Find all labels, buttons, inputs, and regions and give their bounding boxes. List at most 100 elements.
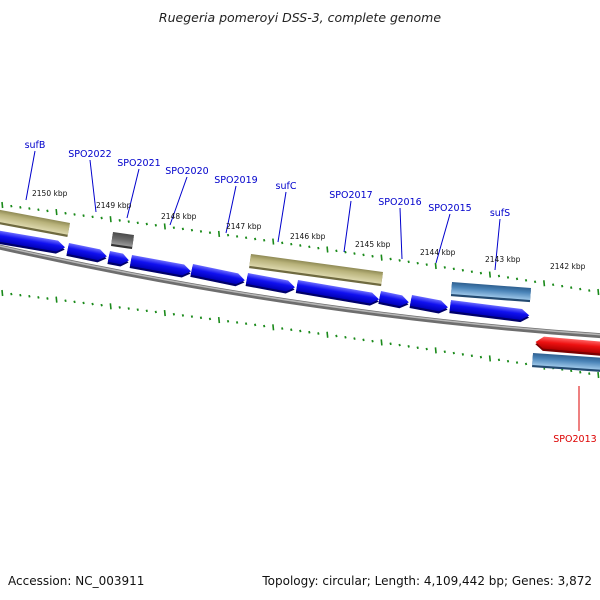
minor-tick	[515, 277, 519, 281]
minor-tick	[317, 246, 320, 250]
minor-tick	[416, 261, 419, 265]
minor-tick	[470, 354, 474, 358]
major-tick	[488, 355, 492, 362]
accession-text: Accession: NC_003911	[8, 574, 145, 588]
gene-label[interactable]: SPO2019	[214, 175, 257, 186]
minor-tick	[479, 271, 483, 275]
minor-tick	[145, 222, 148, 226]
minor-tick	[172, 312, 176, 316]
leader-line	[169, 176, 188, 226]
kbp-label: 2143 kbp	[485, 255, 521, 264]
minor-tick	[299, 244, 302, 247]
minor-tick	[181, 227, 185, 231]
minor-tick	[362, 253, 365, 257]
minor-tick	[64, 299, 67, 303]
minor-tick	[263, 324, 266, 328]
gene-label[interactable]: SPO2021	[117, 158, 160, 169]
major-tick	[1, 289, 4, 297]
major-tick	[380, 339, 383, 346]
minor-tick	[82, 214, 85, 217]
major-tick	[326, 246, 329, 253]
minor-tick	[100, 303, 103, 307]
minor-tick	[353, 337, 356, 340]
gene-label[interactable]: SPO2017	[329, 190, 372, 201]
major-tick	[55, 208, 58, 216]
feature-SPO2013-region-body	[532, 353, 600, 370]
gene-label[interactable]: sufB	[25, 140, 46, 151]
minor-tick	[127, 307, 130, 310]
major-tick	[597, 288, 600, 296]
gene-label[interactable]: SPO2022	[68, 149, 111, 160]
minor-tick	[443, 350, 446, 354]
gene-label[interactable]: sufC	[276, 181, 297, 192]
leader-line	[435, 213, 451, 264]
major-tick	[597, 371, 600, 379]
major-tick	[217, 230, 221, 237]
cds-SPO2015-body	[409, 295, 448, 312]
minor-tick	[290, 242, 293, 246]
minor-tick	[524, 279, 528, 282]
kbp-labels: 2150 kbp 2149 kbp 2148 kbp 2147 kbp 2146 kbp…	[32, 189, 586, 271]
cds-sufB-body	[0, 229, 66, 252]
minor-tick	[398, 343, 401, 347]
major-tick	[109, 303, 112, 310]
minor-tick	[73, 300, 76, 304]
leader-line	[25, 150, 36, 201]
major-tick	[543, 280, 546, 287]
major-tick	[434, 262, 437, 270]
minor-tick	[524, 362, 528, 366]
genome-backbone-highlight	[0, 245, 600, 336]
minor-tick	[100, 216, 103, 220]
major-tick	[434, 347, 437, 354]
outer-tick-track	[1, 201, 600, 296]
leader-line	[277, 191, 287, 243]
minor-tick	[244, 236, 248, 240]
kbp-label: 2148 kbp	[161, 212, 197, 221]
gene-label[interactable]: SPO2013	[553, 434, 596, 445]
major-tick	[163, 310, 166, 317]
minor-tick	[452, 351, 455, 355]
major-tick	[488, 271, 492, 278]
kbp-label: 2145 kbp	[355, 240, 391, 249]
inner-tick-track	[1, 289, 600, 379]
leader-line	[343, 200, 352, 253]
gene-label[interactable]: SPO2016	[378, 197, 421, 208]
cds-SPO2017	[295, 280, 380, 306]
gene-labels: sufB SPO2022 SPO2021 SPO2020 SPO2019 sufC SPO2…	[25, 140, 597, 445]
minor-tick	[244, 322, 248, 326]
minor-tick	[154, 310, 157, 314]
minor-tick	[299, 329, 302, 333]
minor-tick	[208, 317, 212, 321]
feature-SPO2021-region-body	[111, 232, 134, 247]
gene-label[interactable]: SPO2020	[165, 166, 208, 177]
minor-tick	[425, 263, 428, 266]
minor-tick	[470, 270, 474, 274]
kbp-label: 2146 kbp	[290, 232, 326, 241]
position-ticks	[1, 201, 600, 379]
minor-tick	[10, 292, 13, 296]
cds-SPO2020-body	[130, 255, 192, 276]
minor-tick	[190, 315, 194, 318]
feature-sufB-region-body	[0, 208, 70, 235]
minor-tick	[19, 293, 22, 297]
minor-tick	[28, 207, 31, 210]
major-tick	[326, 331, 329, 338]
major-tick	[380, 254, 383, 261]
minor-tick	[263, 238, 266, 242]
feature-sufC-region	[249, 254, 384, 287]
gene-label[interactable]: SPO2015	[428, 203, 471, 214]
minor-tick	[588, 289, 591, 292]
minor-tick	[533, 280, 537, 284]
gene-label[interactable]: sufS	[490, 208, 510, 219]
minor-tick	[91, 215, 94, 219]
minor-tick	[28, 294, 31, 298]
minor-tick	[371, 254, 374, 258]
feature-sufC-region-body	[249, 254, 384, 284]
cds-SPO2021-body	[107, 251, 129, 265]
minor-tick	[588, 372, 591, 375]
kbp-label: 2144 kbp	[420, 248, 456, 257]
minor-tick	[389, 342, 392, 346]
minor-tick	[497, 358, 501, 362]
